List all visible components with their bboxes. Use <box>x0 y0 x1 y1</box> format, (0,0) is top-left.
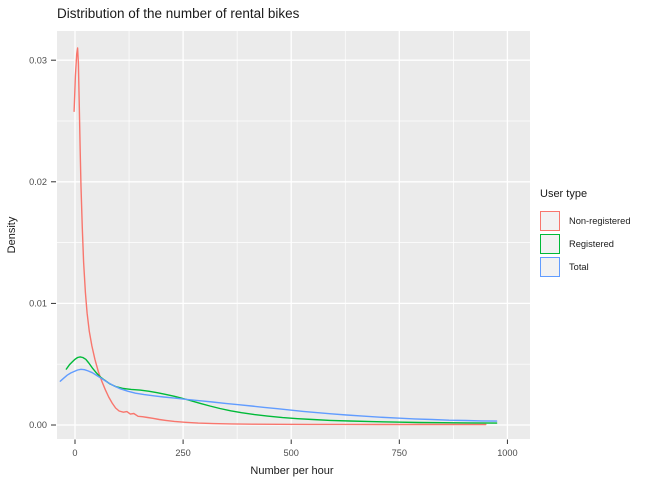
legend-key-non-registered <box>540 210 560 231</box>
legend-key-registered <box>540 233 560 254</box>
legend-entries: Non-registered Registered Total <box>540 209 631 278</box>
legend-entry-label: Total <box>569 261 589 272</box>
legend-entry-total: Total <box>540 255 631 278</box>
y-tick-label: 0.02 <box>29 177 47 187</box>
x-tick-label: 0 <box>72 448 77 458</box>
legend-entry-label: Registered <box>569 238 614 249</box>
plot-panel <box>57 31 530 439</box>
y-axis-title: Density <box>6 216 18 253</box>
plot-title: Distribution of the number of rental bik… <box>57 6 300 21</box>
x-tick-label: 500 <box>284 448 299 458</box>
legend-key-total <box>540 256 560 277</box>
y-tick-label: 0.03 <box>29 55 47 65</box>
panel-background <box>57 31 530 439</box>
legend-entry-registered: Registered <box>540 232 631 255</box>
axis-layer: 0.00 0.01 0.02 0.03 0 250 500 750 1000 <box>29 55 518 458</box>
y-tick-label: 0.01 <box>29 299 47 309</box>
x-tick-label: 750 <box>392 448 407 458</box>
density-curve-registered <box>65 356 498 424</box>
x-tick-label: 250 <box>175 448 190 458</box>
y-tick-label: 0.00 <box>29 420 47 430</box>
legend-title: User type <box>540 188 588 200</box>
x-tick-label: 1000 <box>497 448 517 458</box>
legend-entry-non-registered: Non-registered <box>540 209 631 232</box>
legend-entry-label: Non-registered <box>569 215 631 226</box>
legend: User type Non-registered Registered Total <box>540 188 631 278</box>
x-axis-title: Number per hour <box>250 465 333 477</box>
density-curve-non-registered <box>73 47 487 426</box>
density-curve-total <box>59 368 498 422</box>
